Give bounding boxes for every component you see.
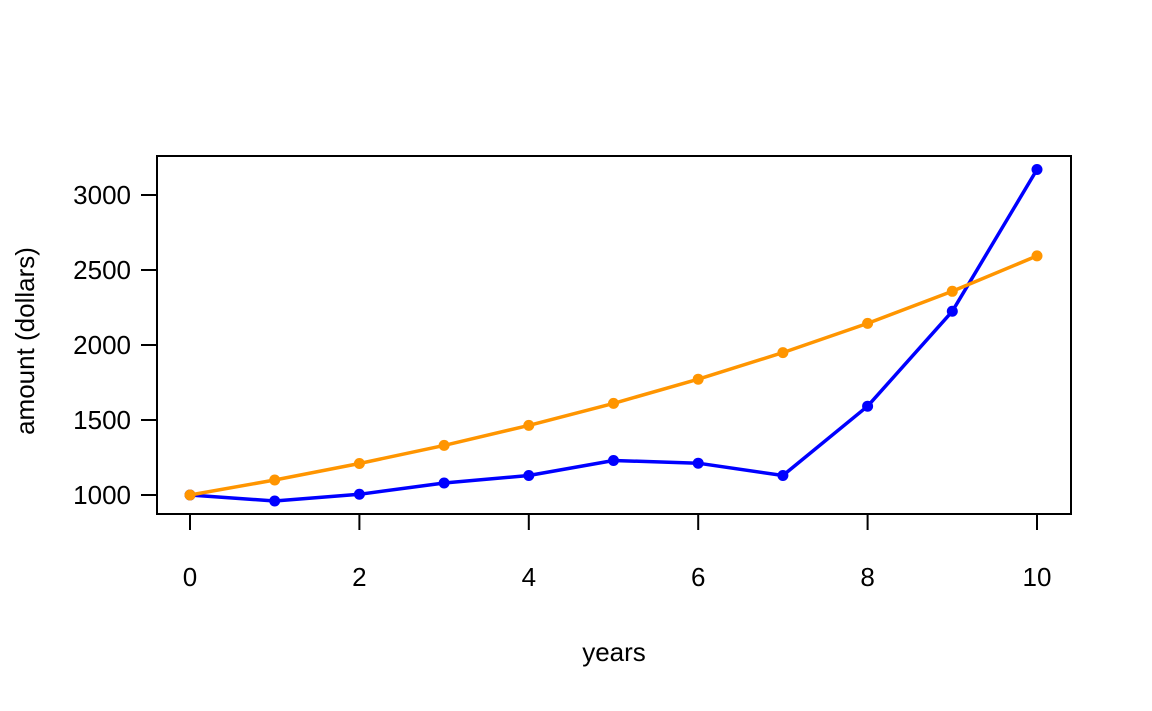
series-1-point (946, 305, 958, 317)
series-1-point (862, 400, 874, 412)
series-1-point (608, 455, 619, 466)
x-tick-label: 2 (352, 562, 366, 592)
series-1-point (1031, 164, 1043, 175)
series-1-line (189, 168, 1039, 503)
y-tick-label: 1000 (73, 480, 131, 510)
x-tick-label: 6 (691, 562, 705, 592)
y-tick-label: 2500 (73, 255, 131, 285)
series-2-point (1031, 250, 1043, 262)
series-1-point (523, 470, 535, 481)
y-tick-label: 3000 (73, 180, 131, 210)
series-2-point (438, 439, 450, 451)
series-2-point (184, 489, 196, 501)
series-2-point (946, 285, 958, 297)
series-2-point (862, 317, 874, 329)
series-1-point (777, 470, 789, 481)
series-2-point (608, 397, 619, 409)
y-axis: 1000 1500 2000 2500 3000 (73, 180, 158, 510)
series-2-point (523, 419, 535, 431)
x-tick-label: 4 (522, 562, 536, 592)
y-tick-label: 1500 (73, 405, 131, 435)
series-1-point (692, 457, 704, 469)
x-axis-title: years (582, 637, 646, 667)
x-tick-label: 10 (1023, 562, 1052, 592)
x-tick-label: 8 (860, 562, 874, 592)
x-tick-label: 0 (183, 562, 197, 592)
y-tick-label: 2000 (73, 330, 131, 360)
series-2-point (353, 458, 365, 469)
series-2-point (777, 347, 789, 359)
y-axis-title: amount (dollars) (10, 247, 40, 435)
series-layer (184, 164, 1043, 507)
x-axis: 0 2 4 6 8 10 (183, 513, 1052, 592)
series-1-point (353, 488, 365, 500)
series-2-point (692, 373, 704, 385)
series-1-point (269, 495, 281, 507)
series-2-point (269, 474, 281, 486)
series-1-point (438, 477, 450, 489)
